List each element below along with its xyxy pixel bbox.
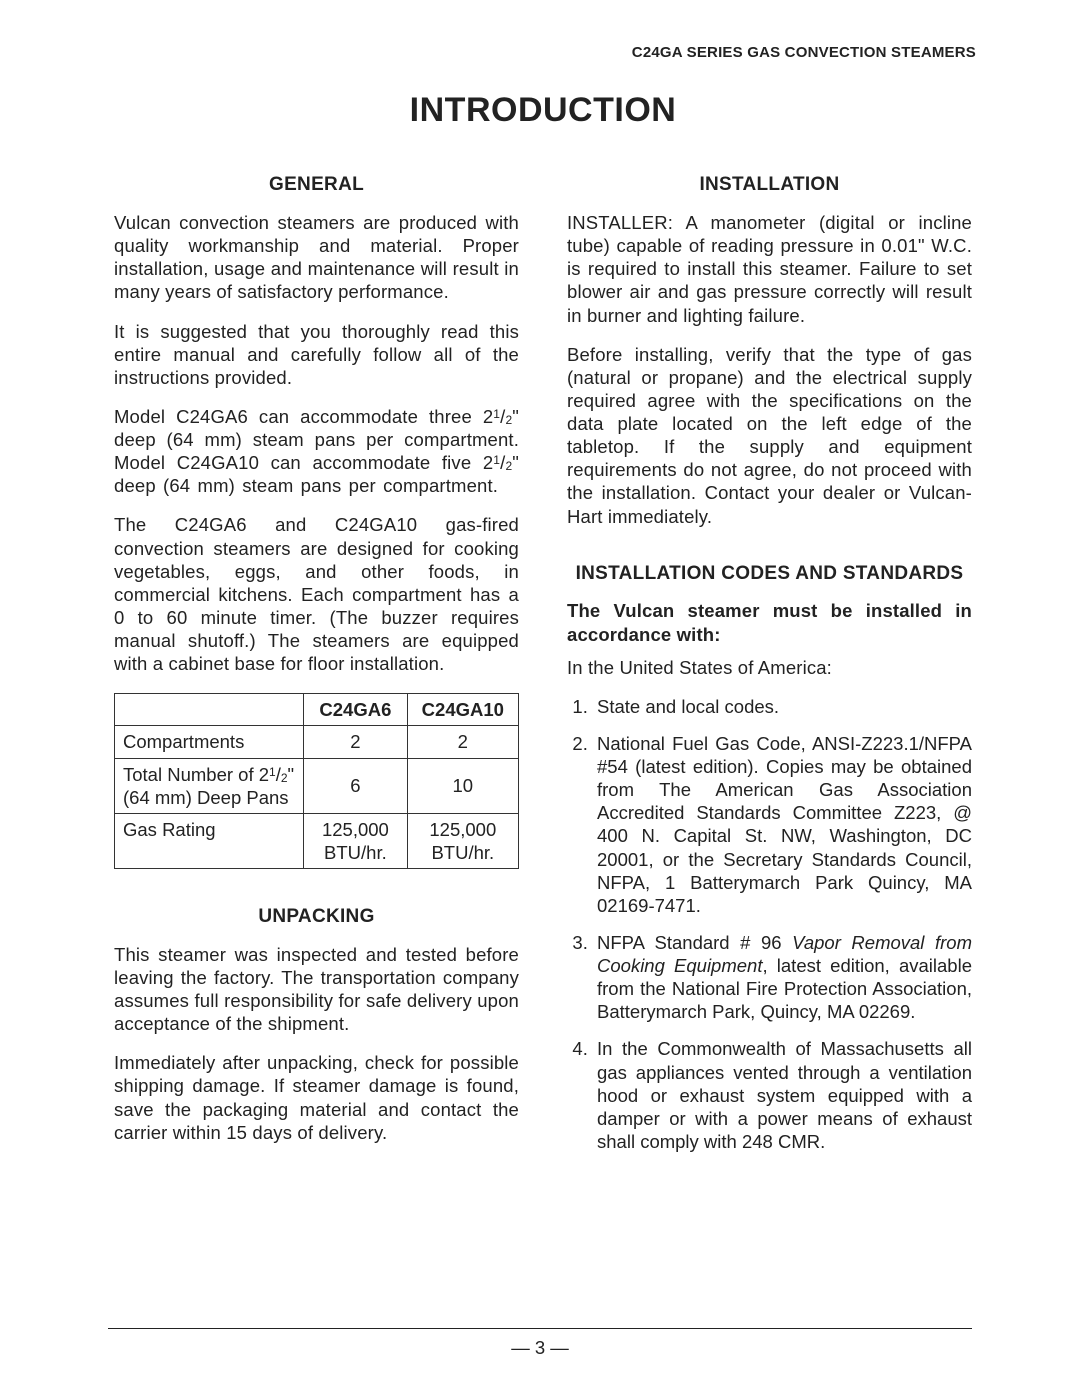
table-row: Total Number of 21/2" (64 mm) Deep Pans … bbox=[115, 758, 519, 813]
table-row: C24GA6 C24GA10 bbox=[115, 694, 519, 726]
general-p3: Model C24GA6 can accommodate three 21/2"… bbox=[114, 405, 519, 498]
code-item-3-a: NFPA Standard # 96 bbox=[597, 932, 792, 953]
unpacking-heading: UNPACKING bbox=[114, 905, 519, 929]
deep-pans-label-a: Total Number of 2 bbox=[123, 764, 269, 785]
table-cell: 125,000 BTU/hr. bbox=[407, 813, 518, 868]
codes-list: State and local codes. National Fuel Gas… bbox=[567, 695, 972, 1153]
page-number: — 3 — bbox=[0, 1336, 1080, 1359]
table-row: Compartments 2 2 bbox=[115, 726, 519, 758]
footer-rule bbox=[108, 1328, 972, 1329]
table-header-c24ga10: C24GA10 bbox=[407, 694, 518, 726]
right-column: INSTALLATION INSTALLER: A manometer (dig… bbox=[567, 173, 972, 1167]
installation-codes-heading: INSTALLATION CODES AND STANDARDS bbox=[567, 562, 972, 586]
table-header-c24ga6: C24GA6 bbox=[304, 694, 407, 726]
fraction-numerator: 1 bbox=[493, 453, 500, 467]
table-cell: 2 bbox=[304, 726, 407, 758]
left-column: GENERAL Vulcan convection steamers are p… bbox=[114, 173, 519, 1167]
table-cell: 2 bbox=[407, 726, 518, 758]
page-title: INTRODUCTION bbox=[114, 89, 972, 132]
general-p1: Vulcan convection steamers are produced … bbox=[114, 211, 519, 304]
list-item: NFPA Standard # 96 Vapor Removal from Co… bbox=[593, 931, 972, 1024]
fraction-denominator: 2 bbox=[281, 771, 288, 785]
table-cell-compartments-label: Compartments bbox=[115, 726, 304, 758]
fraction-numerator: 1 bbox=[493, 407, 500, 421]
table-cell: 125,000 BTU/hr. bbox=[304, 813, 407, 868]
unpacking-p2: Immediately after unpacking, check for p… bbox=[114, 1051, 519, 1144]
two-column-layout: GENERAL Vulcan convection steamers are p… bbox=[114, 173, 972, 1167]
table-header-empty bbox=[115, 694, 304, 726]
installation-heading: INSTALLATION bbox=[567, 173, 972, 197]
codes-bold-intro: The Vulcan steamer must be installed in … bbox=[567, 599, 972, 645]
general-p4: The C24GA6 and C24GA10 gas-fired convect… bbox=[114, 513, 519, 675]
running-header: C24GA SERIES GAS CONVECTION STEAMERS bbox=[114, 44, 976, 63]
table-cell: 6 bbox=[304, 758, 407, 813]
list-item: National Fuel Gas Code, ANSI-Z223.1/NFPA… bbox=[593, 732, 972, 917]
installation-p2: Before installing, verify that the type … bbox=[567, 343, 972, 528]
general-p3-a: Model C24GA6 can accommodate three 2 bbox=[114, 406, 493, 427]
general-p2: It is suggested that you thoroughly read… bbox=[114, 320, 519, 389]
table-row: Gas Rating 125,000 BTU/hr. 125,000 BTU/h… bbox=[115, 813, 519, 868]
list-item: State and local codes. bbox=[593, 695, 972, 718]
unpacking-p1: This steamer was inspected and tested be… bbox=[114, 943, 519, 1036]
page: C24GA SERIES GAS CONVECTION STEAMERS INT… bbox=[0, 0, 1080, 1397]
table-cell: 10 bbox=[407, 758, 518, 813]
table-cell-deep-pans-label: Total Number of 21/2" (64 mm) Deep Pans bbox=[115, 758, 304, 813]
fraction-numerator: 1 bbox=[269, 765, 276, 779]
list-item: In the Commonwealth of Massachusetts all… bbox=[593, 1037, 972, 1153]
general-heading: GENERAL bbox=[114, 173, 519, 197]
codes-region-intro: In the United States of America: bbox=[567, 656, 972, 679]
spec-table: C24GA6 C24GA10 Compartments 2 2 Total Nu… bbox=[114, 693, 519, 869]
table-cell-gas-rating-label: Gas Rating bbox=[115, 813, 304, 868]
installation-p1: INSTALLER: A manometer (digital or incli… bbox=[567, 211, 972, 327]
